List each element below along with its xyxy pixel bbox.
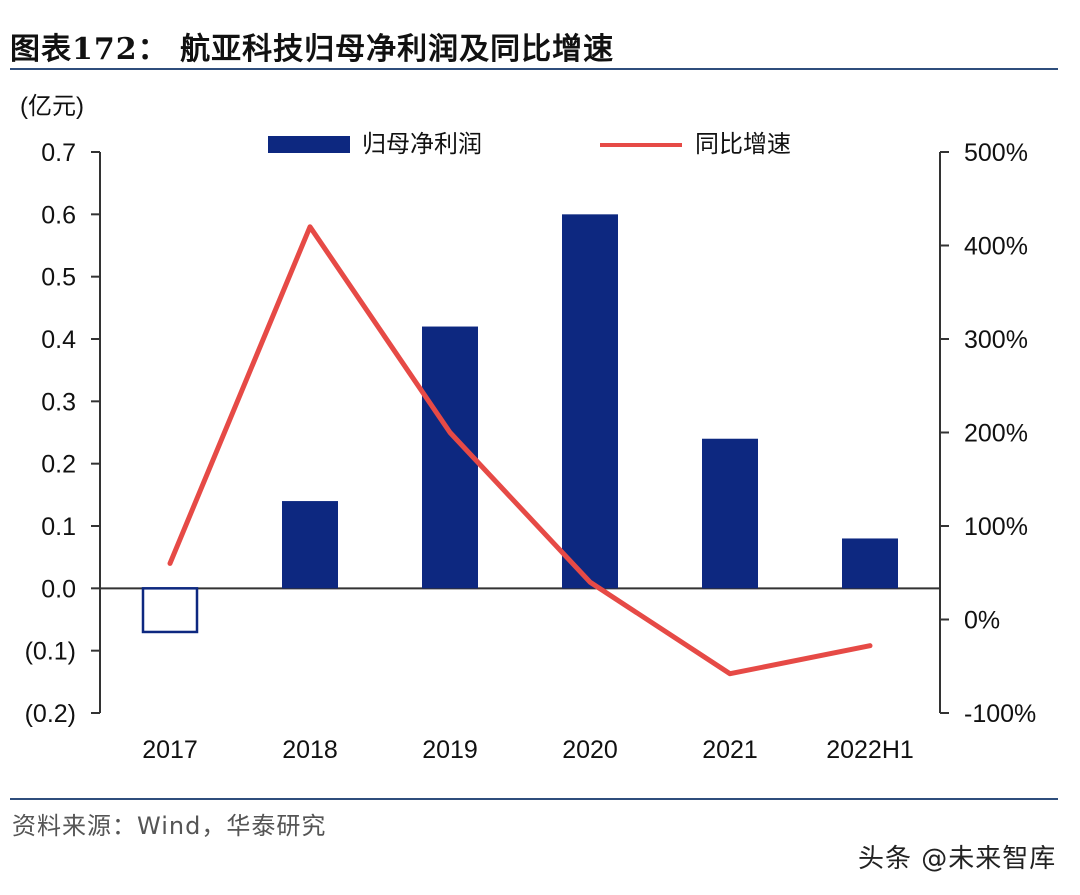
right-axis-tick-label: 300% [964, 326, 1028, 354]
bar [702, 438, 758, 589]
left-axis-tick-label: 0.5 [41, 264, 76, 292]
legend-bar-swatch [268, 136, 350, 153]
left-axis-tick-label: 0.1 [41, 513, 76, 541]
watermark: 头条 @未来智库 [858, 844, 1057, 874]
right-axis-tick-label: 100% [964, 513, 1028, 541]
right-axis-tick-label: -100% [964, 700, 1036, 728]
bar [422, 326, 478, 589]
right-axis-tick-label: 200% [964, 420, 1028, 448]
legend-bar-label: 归母净利润 [362, 131, 482, 158]
growth-line [167, 224, 873, 677]
legend-line-label: 同比增速 [695, 131, 791, 158]
x-axis-tick-label: 2019 [422, 736, 478, 764]
x-axis-tick-label: 2022H1 [826, 736, 914, 764]
left-axis-unit: (亿元) [20, 93, 84, 120]
left-axis-tick-label: 0.3 [41, 388, 76, 416]
x-axis-tick-label: 2021 [702, 736, 758, 764]
right-axis-tick-label: 500% [964, 139, 1028, 167]
left-axis-tick-label: (0.2) [25, 700, 76, 728]
x-axis-tick-label: 2018 [282, 736, 338, 764]
x-axis-tick-label: 2020 [562, 736, 618, 764]
bar [842, 538, 898, 589]
figure-title: 图表172： 航亚科技归母净利润及同比增速 [10, 32, 615, 67]
legend: 归母净利润 同比增速 [268, 131, 791, 158]
title-rule [10, 68, 1058, 70]
left-axis-tick-label: 0.2 [41, 451, 76, 479]
source-note: 资料来源：Wind，华泰研究 [12, 812, 327, 840]
left-axis-tick-label: (0.1) [25, 638, 76, 666]
right-axis-tick-label: 400% [964, 233, 1028, 261]
x-axis-tick-label: 2017 [142, 736, 198, 764]
left-axis-tick-label: 0.6 [41, 201, 76, 229]
left-axis-tick-label: 0.4 [41, 326, 76, 354]
right-axis-tick-label: 0% [964, 607, 1000, 635]
left-axis-tick-label: 0.7 [41, 139, 76, 167]
bar [562, 214, 618, 589]
source-rule [10, 798, 1058, 800]
left-axis-tick-label: 0.0 [41, 575, 76, 603]
bar [282, 501, 338, 589]
bar [141, 587, 199, 634]
